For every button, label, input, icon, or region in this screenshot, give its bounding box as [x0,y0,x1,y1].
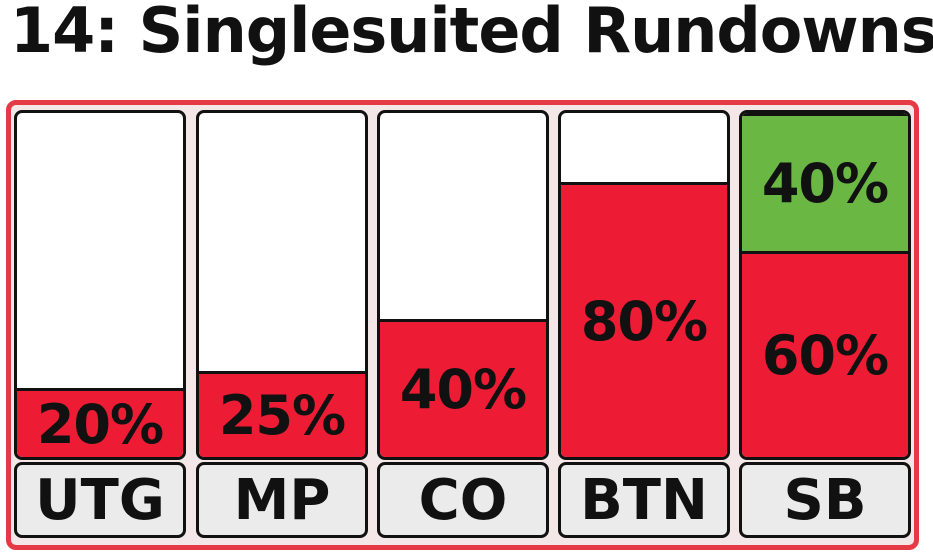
bar-segment-red: 80% [561,182,727,457]
bar-value-label: 80% [580,289,708,353]
position-label-box: MP [196,462,368,538]
bar-segment-red: 20% [17,388,183,457]
bar-value-label: 60% [761,324,889,387]
bar-segment-green: 40% [742,113,908,251]
bar-segment-red: 25% [199,371,365,457]
bar-value-label: 25% [218,384,346,447]
bar-segment-red: 40% [380,319,546,457]
bar-track: 80% [558,110,730,460]
bar-track: 20% [14,110,186,460]
bar-value-label: 40% [399,358,527,421]
category-tick-label: CO [418,467,508,533]
bar-track: 25% [196,110,368,460]
bar-segment-red: 60% [742,251,908,457]
position-label-box: SB [739,462,911,538]
category-tick-label: SB [783,467,867,533]
position-label-box: CO [377,462,549,538]
bar-value-label: 40% [761,152,889,215]
position-label-box: BTN [558,462,730,538]
category-tick-label: BTN [580,467,708,533]
bar-value-label: 20% [36,392,164,456]
bar-track: 60% 40% [739,110,911,460]
category-tick-label: UTG [35,467,165,533]
bar-track: 40% [377,110,549,460]
position-label-box: UTG [14,462,186,538]
chart-title: 14: Singlesuited Rundowns [10,0,933,67]
category-tick-label: MP [233,467,331,533]
